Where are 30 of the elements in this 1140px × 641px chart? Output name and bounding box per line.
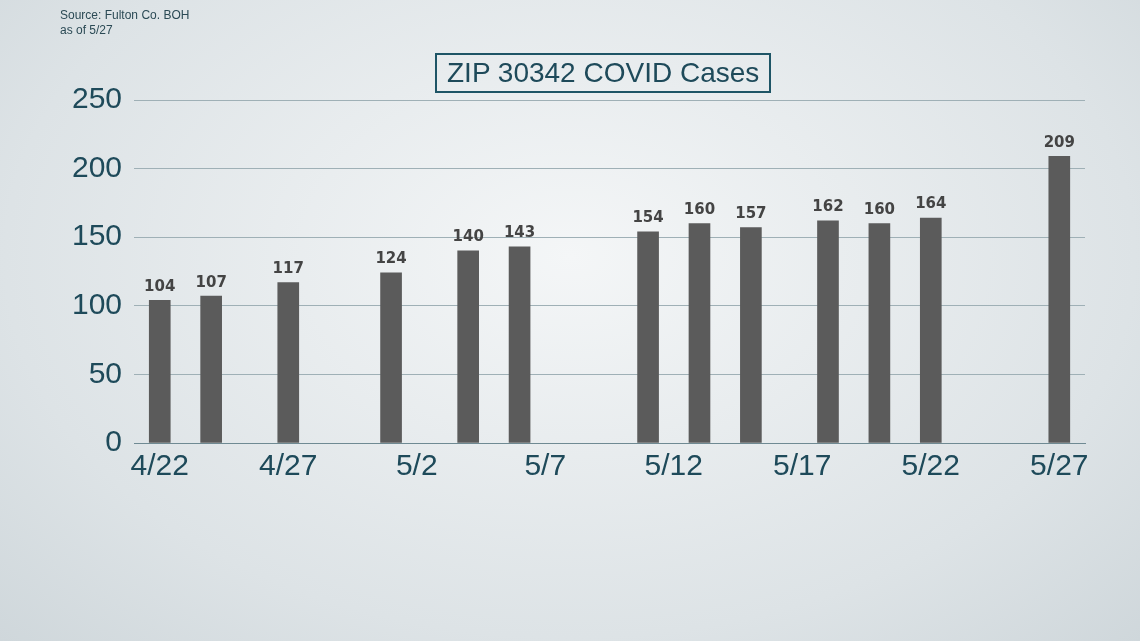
- data-label: 104: [144, 276, 176, 295]
- data-label: 107: [195, 272, 227, 291]
- x-tick-label: 5/12: [644, 448, 703, 482]
- chart-title: ZIP 30342 COVID Cases: [435, 53, 772, 93]
- x-tick-label: 5/7: [524, 448, 567, 482]
- source-note: Source: Fulton Co. BOH: [60, 8, 190, 23]
- data-label: 117: [272, 258, 304, 277]
- x-tick-label: 5/2: [395, 448, 438, 482]
- data-label: 143: [503, 223, 536, 242]
- x-tick-label: 5/17: [773, 448, 832, 482]
- data-label: 157: [735, 203, 767, 222]
- data-label: 154: [632, 208, 664, 227]
- y-tick-label: 100: [71, 287, 123, 321]
- data-label: 160: [683, 199, 716, 218]
- x-tick-label: 4/27: [259, 448, 318, 482]
- y-tick-label: 150: [71, 218, 123, 252]
- y-tick-label: 50: [88, 355, 123, 389]
- y-tick-label: 0: [105, 424, 123, 458]
- data-label: 162: [812, 197, 844, 216]
- x-tick-label: 4/22: [130, 448, 189, 482]
- data-label: 209: [1043, 132, 1075, 151]
- data-label: 164: [915, 194, 947, 213]
- y-tick-label: 250: [71, 81, 123, 115]
- y-tick-label: 200: [71, 149, 123, 183]
- x-tick-label: 5/22: [901, 448, 960, 482]
- text: as of 5/27: [60, 23, 114, 38]
- data-label: 140: [452, 227, 484, 246]
- x-tick-label: 5/27: [1030, 448, 1089, 482]
- data-label: 160: [863, 199, 896, 218]
- data-label: 124: [375, 249, 407, 268]
